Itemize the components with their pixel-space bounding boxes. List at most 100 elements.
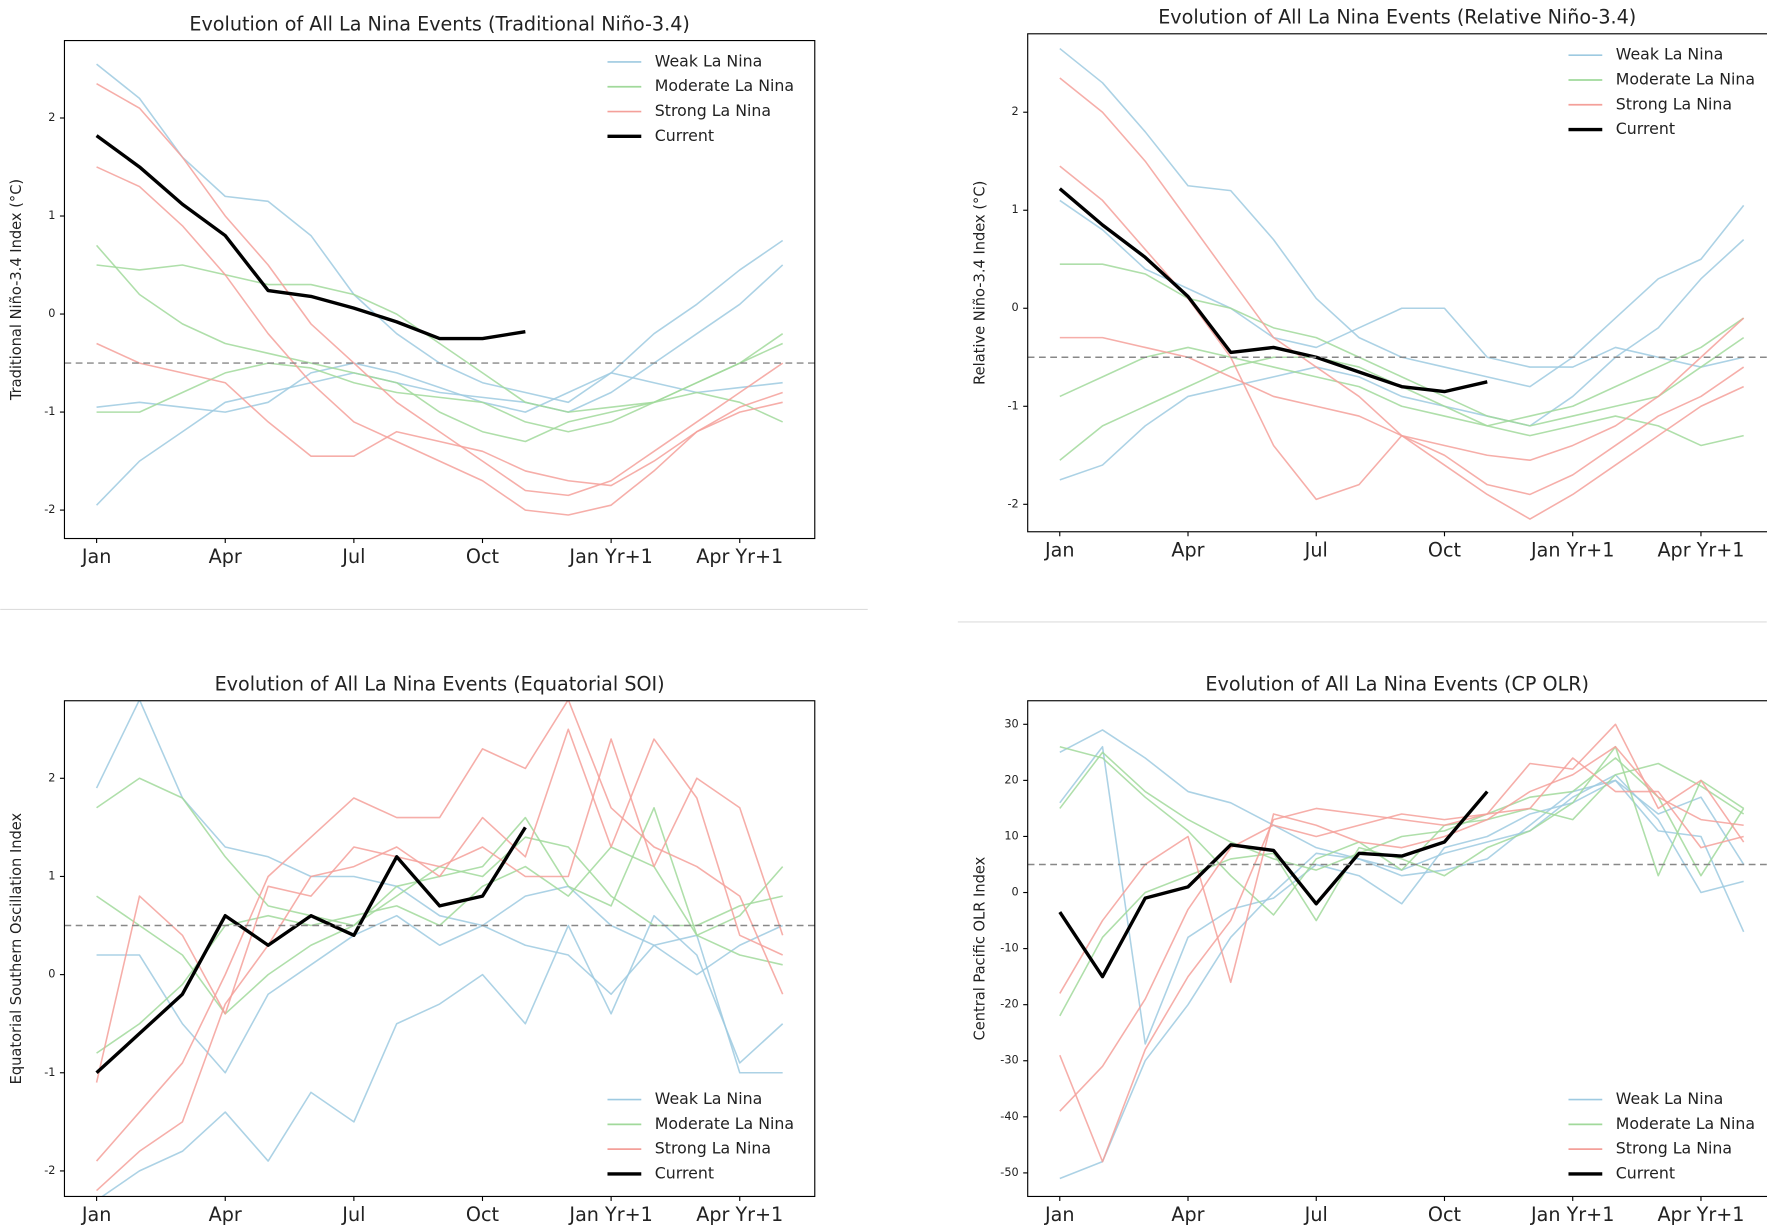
y-tick-label: 1	[48, 209, 55, 222]
event-line	[96, 362, 783, 433]
y-axis-label: Relative Niño-3.4 Index (°C)	[971, 181, 988, 385]
y-tick-label: -30	[1000, 1054, 1018, 1067]
legend-label: Weak La Nina	[655, 51, 762, 70]
y-tick-label: -1	[44, 1066, 55, 1079]
x-tick-label: Jan Yr+1	[568, 545, 652, 568]
x-tick-label: Jan	[1044, 538, 1075, 561]
y-tick-label: 0	[1012, 301, 1019, 314]
legend-label: Moderate La Nina	[1616, 69, 1755, 88]
legend-label: Weak La Nina	[655, 1089, 762, 1108]
y-axis-label: Traditional Niño-3.4 Index (°C)	[8, 179, 25, 401]
legend-label: Current	[655, 126, 714, 145]
event-line	[1059, 77, 1745, 496]
chart-title: Evolution of All La Nina Events (CP OLR)	[1205, 672, 1589, 695]
legend-label: Current	[1616, 1163, 1675, 1182]
event-line	[1059, 239, 1745, 481]
chart-title: Evolution of All La Nina Events (Traditi…	[189, 12, 689, 35]
legend-label: Strong La Nina	[1616, 1139, 1732, 1158]
y-tick-label: -20	[1000, 998, 1018, 1011]
x-tick-label: Oct	[1428, 538, 1462, 561]
event-line	[96, 777, 784, 937]
chart: -50 -40 -30 -20 -10 0 10 20 30 Jan Apr Jul Oct Jan Yr…	[971, 672, 1767, 1226]
x-tick-label: Jan Yr+1	[1530, 1203, 1614, 1226]
event-line	[1059, 346, 1744, 447]
chart: -2 -1 0 1 2 Jan Apr Jul Oct Jan Yr+1 Apr Yr+1 Evolu…	[8, 12, 816, 568]
x-tick-label: Apr	[1171, 538, 1204, 561]
x-tick-label: Jul	[1304, 1203, 1328, 1226]
y-tick-label: 2	[48, 111, 55, 124]
event-line	[100, 914, 784, 1197]
axes-frame	[1027, 700, 1767, 1198]
event-line	[1059, 745, 1745, 916]
plot-area	[1027, 723, 1767, 1180]
event-line	[96, 166, 783, 516]
plot-area	[64, 63, 815, 516]
legend-label: Moderate La Nina	[655, 76, 794, 95]
y-tick-label: -40	[1000, 1110, 1018, 1123]
chart: -2 -1 0 1 2 Jan Apr Jul Oct Jan Yr+1 Apr Yr+1 Evolu…	[971, 6, 1767, 561]
chart-title: Evolution of All La Nina Events (Equator…	[215, 672, 665, 695]
y-tick-label: 0	[1012, 886, 1019, 899]
event-line	[96, 846, 783, 1054]
legend-label: Strong La Nina	[655, 1139, 771, 1158]
current-line	[1058, 187, 1488, 394]
event-line	[1059, 263, 1745, 427]
x-tick-label: Jan	[81, 1203, 112, 1226]
x-tick-label: Apr Yr+1	[1657, 538, 1744, 561]
current-line	[95, 134, 526, 341]
legend-label: Strong La Nina	[1616, 94, 1732, 113]
event-line	[95, 700, 784, 1162]
event-line	[1059, 779, 1745, 1180]
event-line	[95, 244, 784, 443]
legend-label: Current	[1616, 119, 1675, 138]
axes-frame	[63, 39, 816, 540]
legend-label: Strong La Nina	[655, 101, 771, 120]
x-tick-label: Jan Yr+1	[1530, 538, 1614, 561]
y-tick-label: 2	[48, 771, 55, 784]
axes-frame	[63, 700, 816, 1198]
y-tick-label: 1	[1012, 203, 1019, 216]
event-line	[96, 342, 783, 487]
x-tick-label: Jan Yr+1	[568, 1203, 652, 1226]
y-tick-label: 0	[48, 307, 55, 320]
y-tick-label: 2	[1012, 105, 1019, 118]
event-line	[1059, 745, 1744, 994]
event-line	[96, 83, 784, 497]
y-tick-label: 30	[1004, 717, 1018, 730]
current-line	[1058, 790, 1489, 979]
legend-label: Moderate La Nina	[655, 1114, 794, 1133]
event-line	[96, 885, 783, 1074]
chart-title: Evolution of All La Nina Events (Relativ…	[1158, 6, 1636, 29]
x-tick-label: Apr Yr+1	[696, 545, 783, 568]
legend-label: Current	[655, 1163, 714, 1182]
legend-label: Weak La Nina	[1616, 1089, 1723, 1108]
y-tick-label: -10	[1000, 942, 1018, 955]
chart: -2 -1 0 1 2 Jan Apr Jul Oct Jan Yr+1 Apr Yr+1 Evolu…	[8, 672, 816, 1226]
x-tick-label: Oct	[466, 545, 500, 568]
x-tick-label: Apr	[1171, 1203, 1204, 1226]
current-line	[95, 826, 527, 1075]
y-tick-label: -1	[44, 405, 55, 418]
x-tick-label: Jan	[81, 545, 112, 568]
y-tick-label: -2	[44, 1164, 55, 1177]
event-line	[1059, 745, 1745, 1017]
y-axis-label: Equatorial Southern Oscillation Index	[8, 812, 25, 1084]
y-tick-label: 20	[1004, 773, 1018, 786]
y-tick-label: -2	[44, 503, 55, 516]
y-tick-label: -2	[1007, 497, 1018, 510]
event-line	[96, 264, 784, 506]
x-tick-label: Apr Yr+1	[696, 1203, 783, 1226]
y-tick-label: 0	[48, 968, 55, 981]
y-tick-label: 10	[1004, 829, 1018, 842]
plot-area	[64, 700, 815, 1197]
event-line	[95, 700, 783, 1074]
x-tick-label: Jul	[341, 545, 365, 568]
event-line	[95, 738, 784, 1083]
event-line	[1059, 317, 1745, 462]
x-tick-label: Apr Yr+1	[1657, 1203, 1744, 1226]
event-line	[96, 362, 783, 413]
x-tick-label: Jul	[1304, 538, 1328, 561]
legend-label: Weak La Nina	[1616, 45, 1723, 64]
x-tick-label: Apr	[209, 545, 242, 568]
